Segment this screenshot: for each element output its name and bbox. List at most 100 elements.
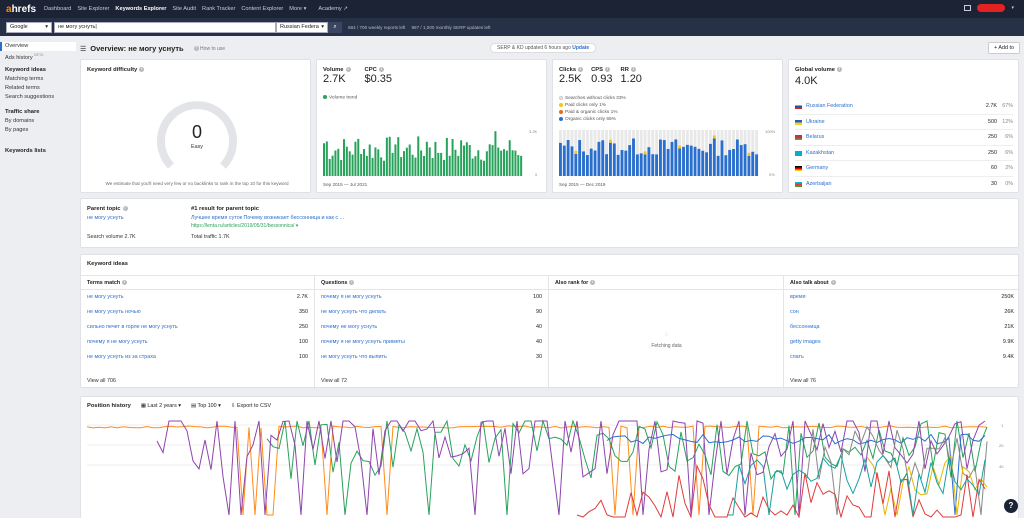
country-share: 0% (1005, 180, 1013, 187)
organic-click-segment (616, 154, 620, 176)
keyword-link[interactable]: бессонница (790, 324, 820, 330)
country-name[interactable]: Belarus (806, 134, 825, 140)
country-name[interactable]: Ukraine (806, 118, 825, 125)
parent-topic-link[interactable]: не могу уснуть (87, 215, 124, 221)
nav-keywords-explorer[interactable]: Keywords Explorer (115, 6, 167, 12)
volume-bar (468, 145, 471, 176)
view-all-also-talk[interactable]: View all 76 (790, 378, 816, 384)
country-select[interactable]: Russian Federa ▾ (276, 21, 328, 33)
country-name[interactable]: Germany (806, 165, 829, 171)
also-talk-column: Also talk about i время 250K сон 26K бессон… (784, 276, 1020, 390)
top-result-url[interactable]: https://lenta.ru/articles/2019/05/31/bes… (191, 223, 299, 229)
list-item: не могу уснуть ночью 350 (81, 305, 314, 320)
keyword-link[interactable]: не могу уснуть что делать (321, 309, 387, 315)
info-icon[interactable]: i (630, 67, 636, 72)
volume-bar (383, 160, 385, 176)
nav-site-audit[interactable]: Site Audit (172, 6, 197, 12)
info-icon[interactable]: i (349, 280, 355, 286)
info-icon[interactable]: i (605, 67, 611, 72)
help-button[interactable]: ? (1004, 499, 1018, 513)
volume-bar (380, 157, 383, 176)
paid-click-segment (712, 135, 716, 139)
keyword-link[interactable]: почему я не могу уснуть приметы (321, 339, 405, 345)
country-name[interactable]: Azerbaijan (806, 180, 832, 187)
keyword-link[interactable]: не могу уснуть (87, 294, 124, 300)
update-button[interactable]: Update (572, 45, 590, 51)
keyword-link[interactable]: не могу уснуть что выпить (321, 354, 387, 360)
nav-dashboard[interactable]: Dashboard (44, 6, 72, 12)
volume-bar (477, 150, 480, 176)
nav-rank-tracker[interactable]: Rank Tracker (202, 6, 236, 12)
view-all-terms[interactable]: View all 706 (87, 378, 116, 384)
nav-site-explorer[interactable]: Site Explorer (77, 6, 110, 12)
sidebar-item-search-suggestions[interactable]: Search suggestions (5, 94, 55, 100)
keyword-link[interactable]: почему не могу уснуть (321, 324, 378, 330)
top-result-title: #1 result for parent topic (191, 206, 259, 212)
volume-bar (431, 158, 434, 176)
sidebar-item-keywords-lists[interactable]: Keywords lists (5, 148, 46, 154)
ahrefs-logo[interactable]: ahrefs (6, 3, 37, 15)
list-item: почему я не могу уснуть приметы 40 (315, 335, 548, 350)
sidebar-item-ads-history[interactable]: Ads history BETA (0, 51, 76, 61)
kd-gauge (157, 101, 237, 169)
info-icon[interactable]: i (139, 67, 145, 72)
country-name[interactable]: Kazakhstan (806, 149, 835, 156)
info-icon[interactable]: i (830, 280, 836, 286)
info-icon[interactable]: i (122, 280, 128, 286)
country-row: Ukraine 500 12% (795, 115, 1013, 130)
chevron-down-icon[interactable]: ▾ (1011, 5, 1014, 11)
how-to-use-link[interactable]: ? How to use (192, 46, 225, 52)
keyword-link[interactable]: спать (790, 354, 804, 360)
top-dropdown[interactable]: ▤ Top 100 ▾ (191, 403, 221, 409)
volume-bar (340, 159, 343, 176)
keyword-ideas-card: Keyword ideas Terms match i не могу уснут… (80, 254, 1020, 390)
volume-bar (508, 140, 511, 176)
keyword-input[interactable]: не могу уснуть| (54, 21, 276, 33)
nav-content-explorer[interactable]: Content Explorer (241, 6, 284, 12)
organic-click-segment (716, 155, 720, 176)
position-series-line (606, 433, 986, 516)
keyword-link[interactable]: почему я не могу уснуть (321, 294, 382, 300)
no-click-segment (605, 130, 609, 176)
period-dropdown[interactable]: ▦ Last 2 years ▾ (140, 403, 181, 409)
volume-bar (428, 147, 431, 176)
monitor-icon[interactable] (964, 5, 972, 11)
volume-bar (443, 159, 445, 176)
info-icon[interactable]: i (590, 280, 596, 286)
search-button[interactable]: ⌕ (328, 21, 342, 33)
volume-bar (365, 155, 368, 176)
export-label: Export to CSV (236, 403, 272, 409)
sidebar-item-matching-terms[interactable]: Matching terms (5, 76, 44, 82)
volume-bar (465, 142, 468, 176)
info-icon[interactable]: i (378, 67, 384, 72)
country-name[interactable]: Russian Federation (806, 103, 853, 109)
keyword-link[interactable]: сильно печет в горле не могу уснуть (87, 324, 178, 330)
keyword-link[interactable]: сон (790, 309, 799, 315)
info-icon[interactable]: i (345, 67, 351, 72)
keyword-link[interactable]: время (790, 294, 806, 300)
sidebar-item-by-domains[interactable]: By domains (5, 118, 35, 124)
export-csv-button[interactable]: ⇩ Export to CSV (231, 403, 271, 409)
info-icon[interactable]: i (836, 67, 842, 72)
top-result-link[interactable]: Лучшее время суток Почему возникает бесс… (191, 215, 345, 221)
engine-select[interactable]: Google ▾ (6, 21, 52, 33)
sidebar-item-overview[interactable]: Overview (0, 42, 76, 51)
keyword-link[interactable]: не могу уснуть ночью (87, 309, 141, 315)
nav-academy[interactable]: Academy ↗ (318, 6, 348, 12)
keyword-link[interactable]: почему я не могу уснуть (87, 339, 148, 345)
account-avatar[interactable] (977, 4, 1006, 12)
sidebar-item-related-terms[interactable]: Related terms (5, 85, 40, 91)
info-icon[interactable]: i (578, 67, 584, 72)
keyword-link[interactable]: getty images (790, 339, 821, 345)
add-to-button[interactable]: + Add to (988, 42, 1020, 54)
view-all-questions[interactable]: View all 72 (321, 378, 347, 384)
info-icon[interactable]: i (122, 206, 128, 211)
keyword-link[interactable]: не могу уснуть из за страха (87, 354, 156, 360)
nav-more[interactable]: More ▾ (289, 6, 307, 12)
volume-bar (437, 152, 440, 176)
sidebar-item-by-pages[interactable]: By pages (5, 127, 29, 133)
position-series-line (156, 419, 986, 516)
menu-icon[interactable]: ☰ (80, 45, 87, 53)
parent-topic-card: Parent topic i не могу уснуть Search volu… (80, 198, 1019, 248)
volume-bar (480, 159, 483, 176)
